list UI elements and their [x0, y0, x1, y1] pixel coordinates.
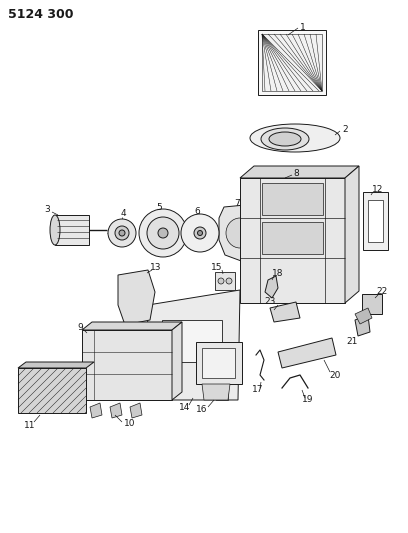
Bar — [258, 30, 326, 95]
Text: 23: 23 — [264, 297, 276, 306]
Bar — [368, 200, 383, 242]
Bar — [363, 192, 388, 250]
Circle shape — [108, 219, 136, 247]
Circle shape — [115, 226, 129, 240]
Circle shape — [226, 278, 232, 284]
Polygon shape — [202, 384, 230, 400]
Bar — [262, 222, 323, 254]
Text: 14: 14 — [179, 403, 191, 413]
Polygon shape — [265, 276, 278, 298]
Text: 4: 4 — [120, 209, 126, 219]
Bar — [55, 215, 89, 245]
Polygon shape — [355, 308, 372, 324]
Text: 1: 1 — [300, 22, 306, 31]
Ellipse shape — [261, 128, 309, 150]
Bar — [216, 390, 228, 400]
Polygon shape — [18, 362, 94, 368]
Bar — [202, 348, 235, 378]
Polygon shape — [110, 403, 122, 418]
Ellipse shape — [269, 132, 301, 146]
Text: 22: 22 — [376, 287, 388, 296]
Circle shape — [139, 209, 187, 257]
Polygon shape — [118, 270, 155, 325]
Text: 20: 20 — [329, 370, 341, 379]
Text: 21: 21 — [346, 337, 358, 346]
Bar — [196, 342, 242, 384]
Polygon shape — [82, 322, 182, 330]
Bar — [215, 272, 235, 290]
Polygon shape — [146, 290, 240, 400]
Circle shape — [158, 228, 168, 238]
Text: 3: 3 — [44, 206, 50, 214]
Text: 17: 17 — [252, 385, 264, 394]
Circle shape — [218, 278, 224, 284]
Ellipse shape — [50, 215, 60, 245]
Text: 16: 16 — [196, 406, 208, 415]
Text: 2: 2 — [342, 125, 348, 134]
Polygon shape — [219, 205, 262, 262]
Circle shape — [147, 217, 179, 249]
Text: 9: 9 — [77, 324, 83, 333]
Polygon shape — [270, 302, 300, 322]
Bar — [240, 178, 345, 303]
Bar — [162, 320, 222, 362]
Text: 19: 19 — [302, 395, 314, 405]
Polygon shape — [345, 166, 359, 303]
Text: 11: 11 — [24, 421, 36, 430]
Bar — [262, 34, 322, 91]
Circle shape — [194, 227, 206, 239]
Bar — [262, 183, 323, 215]
Text: 18: 18 — [272, 270, 284, 279]
Ellipse shape — [226, 218, 254, 248]
Bar — [362, 294, 382, 314]
Polygon shape — [130, 403, 142, 418]
Text: 5124 300: 5124 300 — [8, 7, 73, 20]
Text: 12: 12 — [373, 184, 384, 193]
Polygon shape — [172, 322, 182, 400]
Polygon shape — [240, 166, 359, 178]
Circle shape — [197, 230, 202, 236]
Circle shape — [119, 230, 125, 236]
Text: 15: 15 — [211, 263, 223, 272]
Bar — [82, 330, 172, 400]
Bar — [18, 368, 86, 413]
Polygon shape — [278, 338, 336, 368]
Circle shape — [181, 214, 219, 252]
Polygon shape — [90, 403, 102, 418]
Text: 7: 7 — [234, 198, 240, 207]
Text: 6: 6 — [194, 206, 200, 215]
Text: 10: 10 — [124, 419, 136, 429]
Text: 8: 8 — [293, 169, 299, 179]
Text: 5: 5 — [156, 204, 162, 213]
Bar — [150, 390, 162, 400]
Polygon shape — [355, 315, 370, 336]
Text: 13: 13 — [150, 263, 162, 272]
Ellipse shape — [250, 124, 340, 152]
